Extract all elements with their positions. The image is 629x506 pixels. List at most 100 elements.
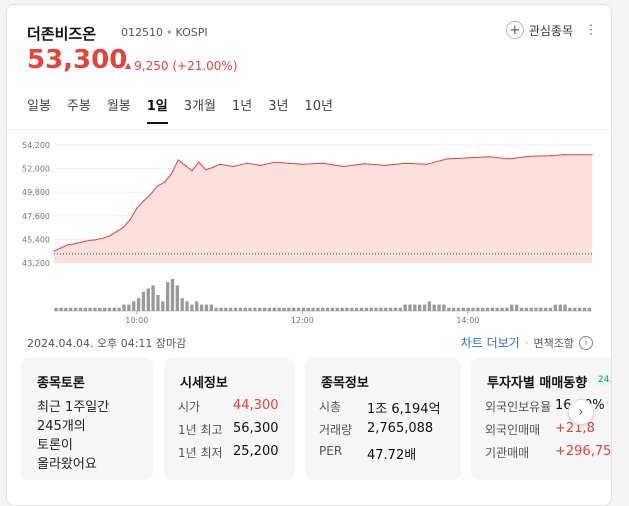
- price-point: [467, 157, 469, 159]
- chevron-right-icon[interactable]: ›: [568, 399, 594, 425]
- row-value: 2,765,088: [367, 421, 434, 436]
- tab-1day[interactable]: 1일: [146, 95, 168, 124]
- volume-bar: [534, 307, 538, 311]
- volume-bar: [282, 307, 286, 311]
- discussion-title: 종목토론: [37, 376, 85, 391]
- price-point: [529, 155, 531, 157]
- price-point: [156, 185, 159, 187]
- volume-bar: [345, 307, 349, 311]
- market-row: 1년 최고 56,300: [178, 421, 279, 438]
- volume-bar: [340, 307, 344, 311]
- volume-bar: [291, 307, 296, 311]
- price-point: [577, 154, 579, 156]
- volume-bar: [122, 304, 126, 311]
- favorite-button[interactable]: 관심종목: [528, 23, 573, 38]
- tab-daily[interactable]: 일봉: [27, 99, 51, 114]
- volume-bar: [311, 307, 315, 311]
- tab-3month[interactable]: 3개월: [183, 99, 216, 114]
- volume-bar: [490, 307, 495, 311]
- up-triangle-icon: ▲: [125, 61, 132, 70]
- volume-bar: [204, 304, 209, 311]
- intraday-chart[interactable]: 54,200 52,000 49,800 47,600 45,400 43,200 10:0…: [7, 135, 611, 330]
- dot-separator: •: [166, 26, 173, 39]
- volume-bar: [248, 307, 252, 311]
- volume-bar: [369, 307, 373, 311]
- volume-bar: [185, 301, 189, 311]
- stock-name[interactable]: 더존비즈온: [27, 25, 97, 43]
- volume-bar: [78, 307, 83, 311]
- disclaimer-link[interactable]: 면책조항: [533, 336, 574, 350]
- period-tabs: 일봉 주봉 월봉 1일 3개월 1년 3년 10년: [27, 95, 349, 124]
- volume-bar: [112, 307, 117, 311]
- price-point: [115, 231, 117, 233]
- price-point: [191, 170, 193, 172]
- volume-bar: [258, 307, 262, 311]
- volume-bar: [403, 304, 407, 311]
- volume-bar: [73, 307, 78, 311]
- volume-bar: [437, 304, 441, 311]
- volume-bar: [481, 307, 485, 311]
- info-row: 거래량 2,765,088: [319, 421, 433, 438]
- market-panel[interactable]: 시세정보 시가 44,300 1년 최고 56,300 1년 최저 25,200: [164, 358, 294, 480]
- price-point: [287, 162, 290, 164]
- volume-bar: [325, 307, 330, 311]
- row-key: 시가: [178, 400, 201, 414]
- y-tick-label: 52,000: [22, 165, 50, 174]
- price-area: [54, 154, 592, 263]
- volume-bar: [262, 307, 267, 311]
- info-icon[interactable]: i: [579, 335, 593, 350]
- tab-3year[interactable]: 3년: [268, 99, 289, 114]
- row-value: +296,75: [555, 444, 612, 459]
- volume-bar: [529, 307, 533, 311]
- price-point: [301, 163, 303, 165]
- price-point: [205, 169, 207, 171]
- row-value: 1조 6,194억: [367, 402, 441, 417]
- volume-bar: [287, 307, 291, 311]
- volume-bar: [224, 307, 228, 311]
- volume-bar: [568, 307, 572, 311]
- price-point: [74, 243, 76, 245]
- volume-bar: [267, 307, 272, 311]
- chart-more-link[interactable]: 차트 더보기: [460, 336, 520, 350]
- volume-bar: [277, 307, 281, 311]
- volume-bar: [146, 288, 150, 311]
- row-value: 47.72배: [367, 448, 417, 463]
- volume-bar: [243, 307, 247, 311]
- tab-1year[interactable]: 1년: [231, 99, 253, 114]
- volume-bar: [427, 301, 432, 311]
- volume-bar: [98, 307, 102, 311]
- price-point: [322, 162, 324, 164]
- price-point: [260, 164, 262, 166]
- discussion-body: 최근 1주일간 245개의 토론이 올라왔어요: [37, 398, 109, 474]
- price-point: [177, 159, 179, 161]
- market-row: 시가 44,300: [178, 398, 279, 415]
- tab-weekly[interactable]: 주봉: [66, 99, 91, 114]
- stock-code: 012510: [121, 26, 163, 39]
- volume-bar: [447, 307, 451, 311]
- change-percent: (+21.00%): [172, 59, 238, 73]
- discussion-line: 올라왔어요: [37, 457, 97, 472]
- market-row: 1년 최저 25,200: [178, 444, 279, 461]
- volume-bar: [127, 304, 131, 311]
- volume-bar: [471, 307, 475, 311]
- more-vertical-icon[interactable]: ···: [582, 23, 598, 37]
- volume-bar: [238, 307, 243, 311]
- stock-info-panel[interactable]: 종목정보 시총 1조 6,194억 거래량 2,765,088 PER 47.72배: [305, 358, 461, 480]
- volume-bar: [175, 285, 180, 311]
- plus-icon[interactable]: +: [505, 21, 524, 39]
- discussion-panel[interactable]: 종목토론 최근 1주일간 245개의 토론이 올라왔어요: [21, 358, 153, 480]
- price-point: [53, 250, 55, 252]
- tab-monthly[interactable]: 월봉: [106, 99, 131, 114]
- volume-bar: [485, 307, 490, 311]
- tab-10year[interactable]: 10년: [304, 99, 333, 114]
- volume-bar: [573, 307, 577, 311]
- volume-bar: [514, 304, 519, 311]
- market-timestamp: 2024.04.04. 오후 04:11 장마감: [27, 337, 187, 350]
- x-tick-label: 10:00: [125, 316, 148, 325]
- price-point: [136, 207, 138, 209]
- row-key: PER: [319, 444, 343, 458]
- volume-bar: [393, 307, 398, 311]
- volume-bar: [582, 307, 587, 311]
- volume-bar: [510, 304, 514, 311]
- row-key: 시총: [319, 400, 342, 414]
